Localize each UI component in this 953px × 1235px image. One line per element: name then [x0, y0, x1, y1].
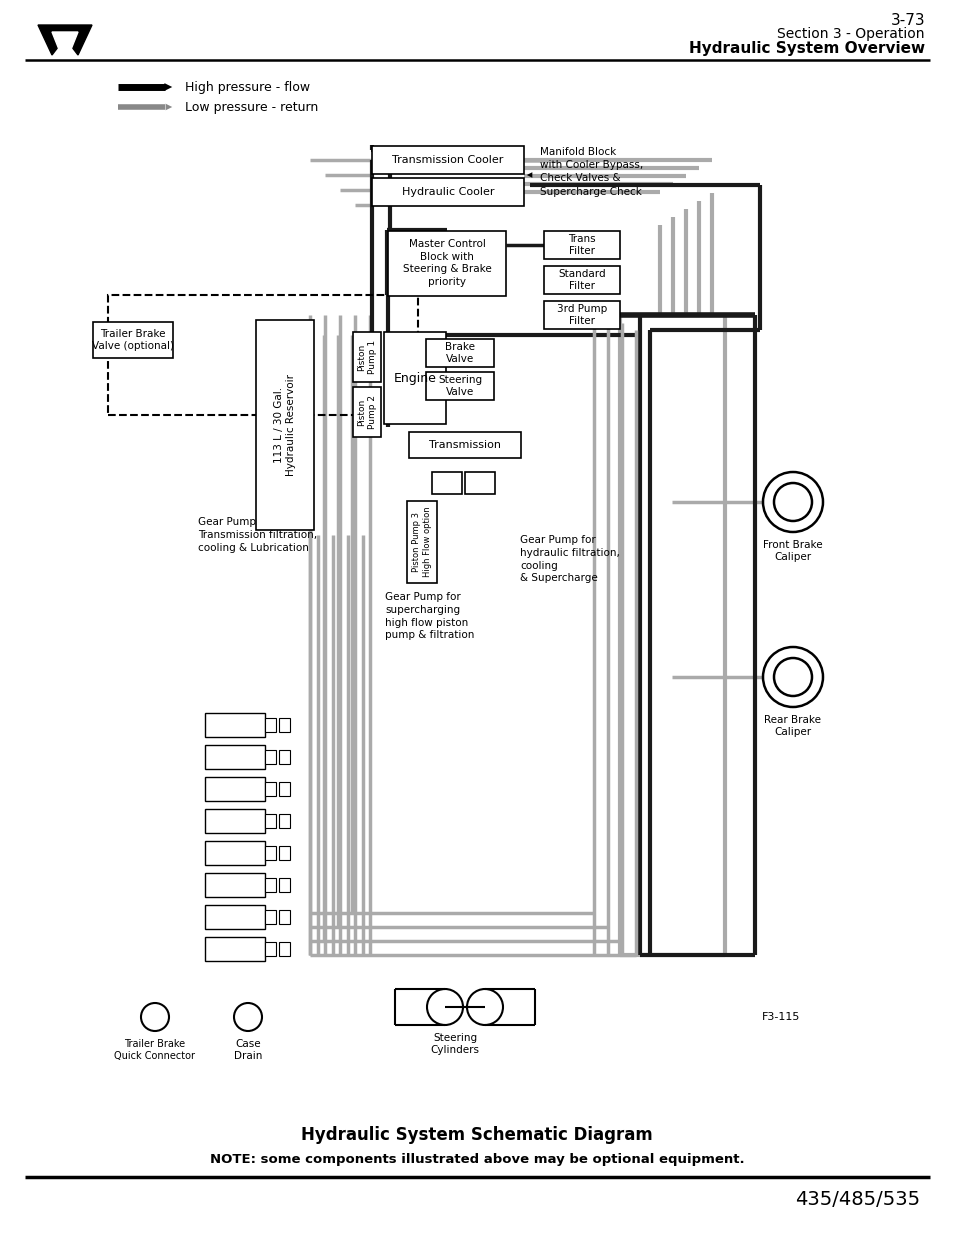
Text: Engine: Engine	[394, 372, 436, 384]
Text: Hydraulic Cooler: Hydraulic Cooler	[401, 186, 494, 198]
Bar	[543, 266, 619, 294]
Bar	[265, 750, 275, 764]
Bar	[205, 905, 265, 929]
Bar	[278, 782, 290, 797]
Bar	[384, 332, 446, 424]
Text: Standard
Filter: Standard Filter	[558, 269, 605, 291]
Bar	[278, 718, 290, 732]
Text: Piston Pump 3
High Flow option: Piston Pump 3 High Flow option	[412, 506, 432, 577]
Text: Gear Pump for
Transmission filtration,
cooling & Lubrication: Gear Pump for Transmission filtration, c…	[198, 517, 316, 552]
Bar	[278, 846, 290, 860]
Text: Steering
Cylinders: Steering Cylinders	[430, 1032, 479, 1055]
Text: High pressure - flow: High pressure - flow	[185, 80, 310, 94]
Bar	[108, 295, 417, 415]
Text: Trans
Filter: Trans Filter	[568, 233, 596, 256]
Text: 3-73: 3-73	[889, 14, 924, 28]
Text: F3-115: F3-115	[761, 1011, 800, 1023]
Text: 3rd Pump
Filter: 3rd Pump Filter	[557, 304, 606, 326]
Text: 435/485/535: 435/485/535	[794, 1191, 919, 1209]
Bar	[278, 750, 290, 764]
Bar	[426, 372, 494, 400]
Bar	[265, 942, 275, 956]
Polygon shape	[38, 25, 91, 56]
Bar	[265, 910, 275, 924]
Bar	[409, 432, 520, 458]
Text: 113 L / 30 Gal.
Hydraulic Reservoir: 113 L / 30 Gal. Hydraulic Reservoir	[274, 374, 295, 475]
Text: Case
Drain: Case Drain	[233, 1039, 262, 1061]
Text: Trailer Brake
Valve (optional): Trailer Brake Valve (optional)	[91, 329, 173, 351]
Bar	[278, 814, 290, 827]
Bar	[265, 718, 275, 732]
Bar	[464, 472, 495, 494]
Text: Piston
Pump 2: Piston Pump 2	[356, 395, 376, 429]
Bar	[407, 501, 436, 583]
Bar	[205, 937, 265, 961]
Text: Section 3 - Operation: Section 3 - Operation	[777, 27, 924, 41]
Text: Hydraulic System Schematic Diagram: Hydraulic System Schematic Diagram	[301, 1126, 652, 1144]
Bar	[278, 878, 290, 892]
Bar	[543, 231, 619, 259]
Text: Trailer Brake
Quick Connector: Trailer Brake Quick Connector	[114, 1039, 195, 1061]
Bar	[353, 332, 380, 382]
Text: Brake
Valve: Brake Valve	[444, 342, 475, 364]
Bar	[265, 846, 275, 860]
Text: Steering
Valve: Steering Valve	[437, 374, 481, 398]
Polygon shape	[52, 32, 78, 52]
Text: NOTE: some components illustrated above may be optional equipment.: NOTE: some components illustrated above …	[210, 1152, 743, 1166]
Text: Transmission Cooler: Transmission Cooler	[392, 156, 503, 165]
Text: Hydraulic System Overview: Hydraulic System Overview	[688, 41, 924, 56]
Bar	[265, 878, 275, 892]
Bar	[205, 841, 265, 864]
Text: Piston
Pump 1: Piston Pump 1	[356, 340, 376, 374]
Bar	[353, 387, 380, 437]
Bar	[205, 713, 265, 737]
Bar	[432, 472, 461, 494]
Bar	[92, 322, 172, 358]
Bar	[278, 910, 290, 924]
Bar	[372, 146, 523, 174]
Bar	[255, 320, 314, 530]
Bar	[205, 745, 265, 769]
Bar	[265, 782, 275, 797]
Bar	[205, 777, 265, 802]
Bar	[543, 301, 619, 329]
Text: Front Brake
Caliper: Front Brake Caliper	[762, 540, 821, 562]
Bar	[205, 873, 265, 897]
Text: Low pressure - return: Low pressure - return	[185, 100, 318, 114]
Text: Gear Pump for
supercharging
high flow piston
pump & filtration: Gear Pump for supercharging high flow pi…	[385, 592, 474, 641]
Text: Master Control
Block with
Steering & Brake
priority: Master Control Block with Steering & Bra…	[402, 240, 491, 287]
Text: Transmission: Transmission	[429, 440, 500, 450]
Bar	[265, 814, 275, 827]
Text: Gear Pump for
hydraulic filtration,
cooling
& Supercharge: Gear Pump for hydraulic filtration, cool…	[519, 535, 619, 583]
Bar	[426, 338, 494, 367]
Bar	[372, 178, 523, 206]
Text: Rear Brake
Caliper: Rear Brake Caliper	[763, 715, 821, 736]
Bar	[278, 942, 290, 956]
Bar	[388, 231, 505, 295]
Text: Manifold Block
with Cooler Bypass,
Check Valves &
Supercharge Check: Manifold Block with Cooler Bypass, Check…	[539, 147, 642, 196]
Bar	[205, 809, 265, 832]
